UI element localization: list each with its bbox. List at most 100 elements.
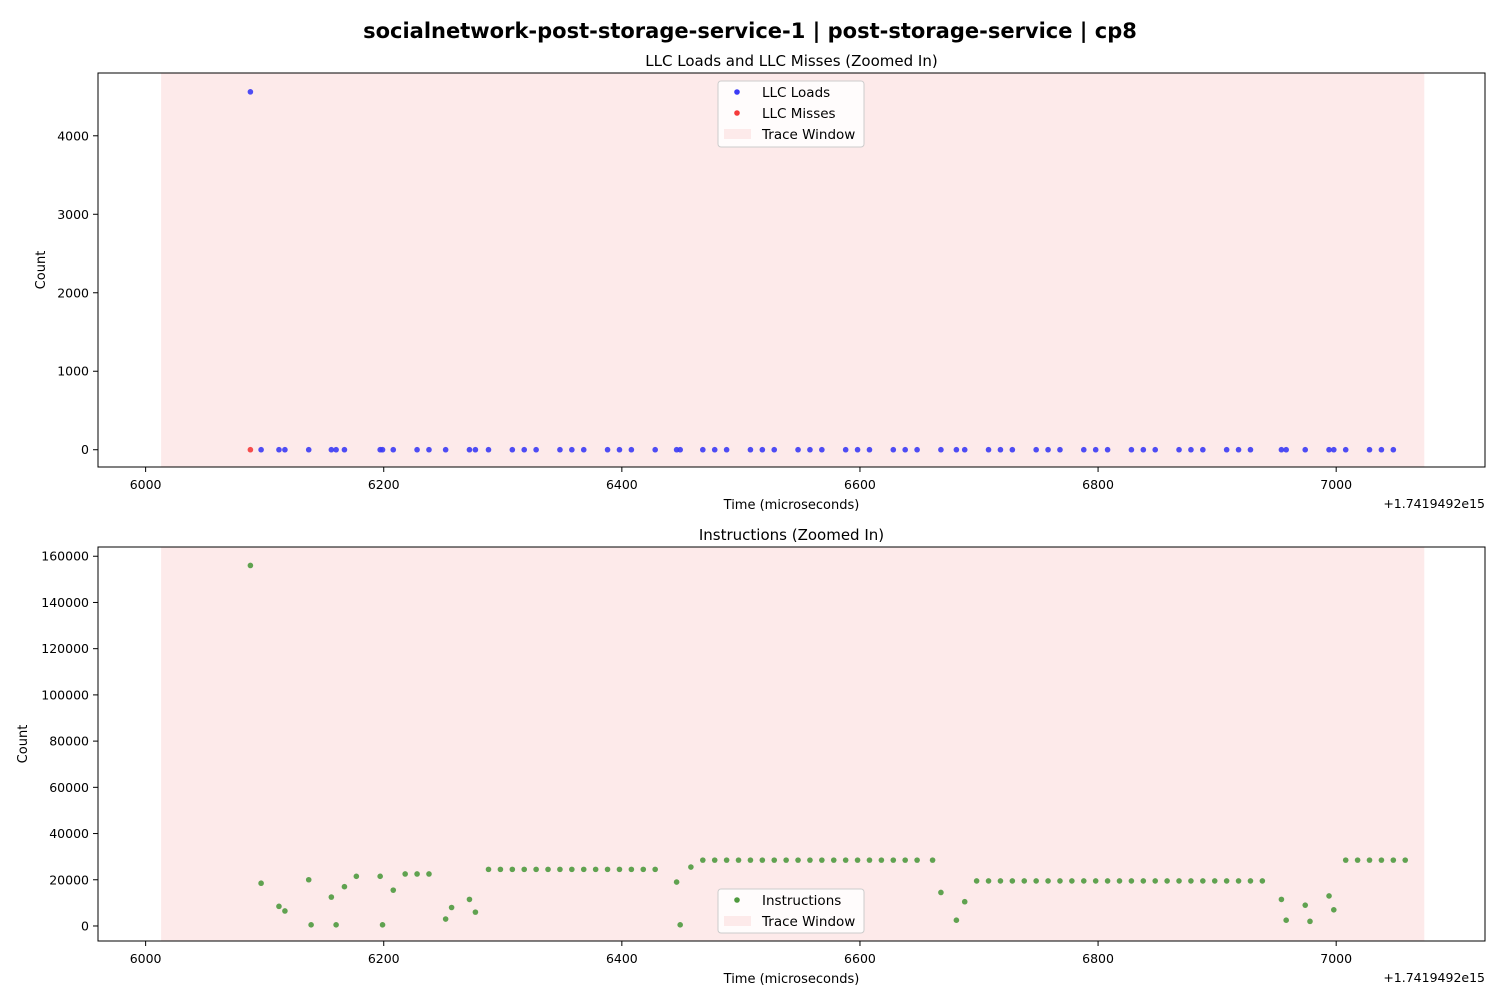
- llc-loads-point: [258, 446, 264, 453]
- llc-loads-point: [276, 446, 282, 453]
- instructions-point: [402, 871, 408, 877]
- instructions-chart-legend: Instructions Trace Window: [717, 888, 865, 934]
- llc-loads-point: [628, 446, 635, 453]
- instructions-point: [390, 887, 397, 893]
- instructions-point: [379, 922, 386, 928]
- instructions-point: [276, 903, 282, 910]
- legend-instructions: Instructions: [762, 893, 841, 909]
- llc-loads-point: [521, 446, 528, 453]
- instructions-point: [1390, 857, 1397, 863]
- instructions-x-tick-label: 6400: [606, 951, 638, 966]
- instructions-point: [914, 857, 920, 863]
- llc-loads-point: [1342, 446, 1349, 453]
- instructions-point: [305, 876, 312, 883]
- instructions-point: [308, 922, 314, 928]
- llc-loads-point: [472, 446, 479, 453]
- llc-loads-point: [604, 446, 611, 453]
- instructions-point: [771, 857, 778, 863]
- instructions-point: [1354, 857, 1361, 863]
- instructions-point: [1069, 878, 1075, 884]
- instructions-point: [1211, 878, 1218, 884]
- instructions-y-tick-label: 80000: [49, 734, 89, 749]
- instructions-point: [890, 857, 897, 863]
- instructions-point: [866, 857, 873, 863]
- llc-loads-point: [759, 446, 766, 453]
- instructions-point: [628, 866, 635, 873]
- llc-loads-point: [914, 446, 920, 453]
- llc-loads-point: [414, 446, 420, 453]
- instructions-point: [1302, 902, 1309, 908]
- instructions-x-tick-label: 6000: [130, 951, 162, 966]
- instructions-point: [1307, 918, 1313, 925]
- instructions-point: [1176, 878, 1182, 884]
- llc-loads-point: [1390, 446, 1397, 453]
- instructions-trace-window-span: [161, 547, 1425, 941]
- instructions-chart: Instructions (Zoomed In) Time (microseco…: [16, 526, 1486, 987]
- instructions-chart-xlabel: Time (microseconds): [723, 972, 860, 987]
- instructions-x-tick-label: 6600: [844, 951, 876, 966]
- llc-loads-point: [390, 446, 397, 453]
- instructions-point: [282, 908, 288, 914]
- llc-loads-point: [1140, 446, 1147, 453]
- instructions-point: [1366, 857, 1373, 863]
- llc-loads-point: [938, 446, 944, 453]
- instructions-point: [1021, 878, 1028, 884]
- legend-trace-window: Trace Window: [761, 914, 855, 930]
- instructions-point: [341, 883, 348, 890]
- instructions-point: [1378, 857, 1385, 863]
- instructions-point: [961, 898, 968, 905]
- llc-loads-point: [795, 446, 801, 453]
- instructions-point: [328, 894, 335, 900]
- llc-loads-point: [842, 446, 849, 453]
- instructions-y-tick-label: 120000: [41, 641, 89, 656]
- instructions-point: [258, 880, 264, 887]
- instructions-point: [854, 857, 861, 863]
- instructions-axes-frame: [97, 546, 1486, 942]
- instructions-point: [783, 857, 789, 863]
- llc-loads-point: [1176, 446, 1182, 453]
- llc-points: [247, 89, 1397, 453]
- llc-loads-point: [1366, 446, 1373, 453]
- llc-loads-point: [819, 446, 825, 453]
- instructions-point: [1235, 878, 1242, 884]
- llc-loads-point: [890, 446, 897, 453]
- figure-suptitle: socialnetwork-post-storage-service-1 | p…: [363, 19, 1137, 44]
- instructions-point: [1057, 878, 1063, 884]
- instructions-point: [1259, 878, 1266, 884]
- instructions-point: [1152, 878, 1159, 884]
- instructions-point: [953, 917, 960, 924]
- instructions-point: [677, 922, 683, 928]
- llc-loads-point: [1223, 446, 1230, 453]
- instructions-point: [604, 866, 611, 873]
- instructions-y-tick-label: 40000: [49, 826, 89, 841]
- llc-loads-point: [580, 446, 587, 453]
- instructions-point: [1326, 893, 1332, 899]
- instructions-point: [1200, 878, 1206, 884]
- instructions-point: [497, 866, 504, 873]
- instructions-point: [1128, 878, 1135, 884]
- llc-loads-point: [1045, 446, 1051, 453]
- llc-loads-point: [747, 446, 754, 453]
- instructions-point: [640, 866, 647, 873]
- instructions-y-tick-label: 140000: [41, 595, 89, 610]
- instructions-point: [442, 916, 449, 922]
- instructions-point: [795, 857, 801, 863]
- llc-chart: LLC Loads and LLC Misses (Zoomed In) Tim…: [34, 52, 1486, 513]
- instructions-chart-ylabel: Count: [16, 725, 31, 764]
- llc-loads-point: [854, 446, 861, 453]
- instructions-point: [688, 864, 694, 870]
- instructions-point: [1188, 878, 1194, 884]
- llc-loads-point: [509, 446, 516, 453]
- llc-chart-ylabel: Count: [34, 251, 49, 290]
- instructions-point: [426, 871, 432, 877]
- instructions-point: [997, 878, 1004, 884]
- instructions-points: [247, 562, 1409, 928]
- llc-loads-point: [700, 446, 706, 453]
- llc-loads-point: [985, 446, 992, 453]
- instructions-point: [735, 857, 742, 863]
- llc-y-tick-label: 0: [81, 442, 89, 457]
- instructions-point: [448, 904, 455, 911]
- llc-loads-point: [902, 446, 908, 453]
- llc-loads-point: [1188, 446, 1194, 453]
- llc-loads-point: [1278, 446, 1285, 453]
